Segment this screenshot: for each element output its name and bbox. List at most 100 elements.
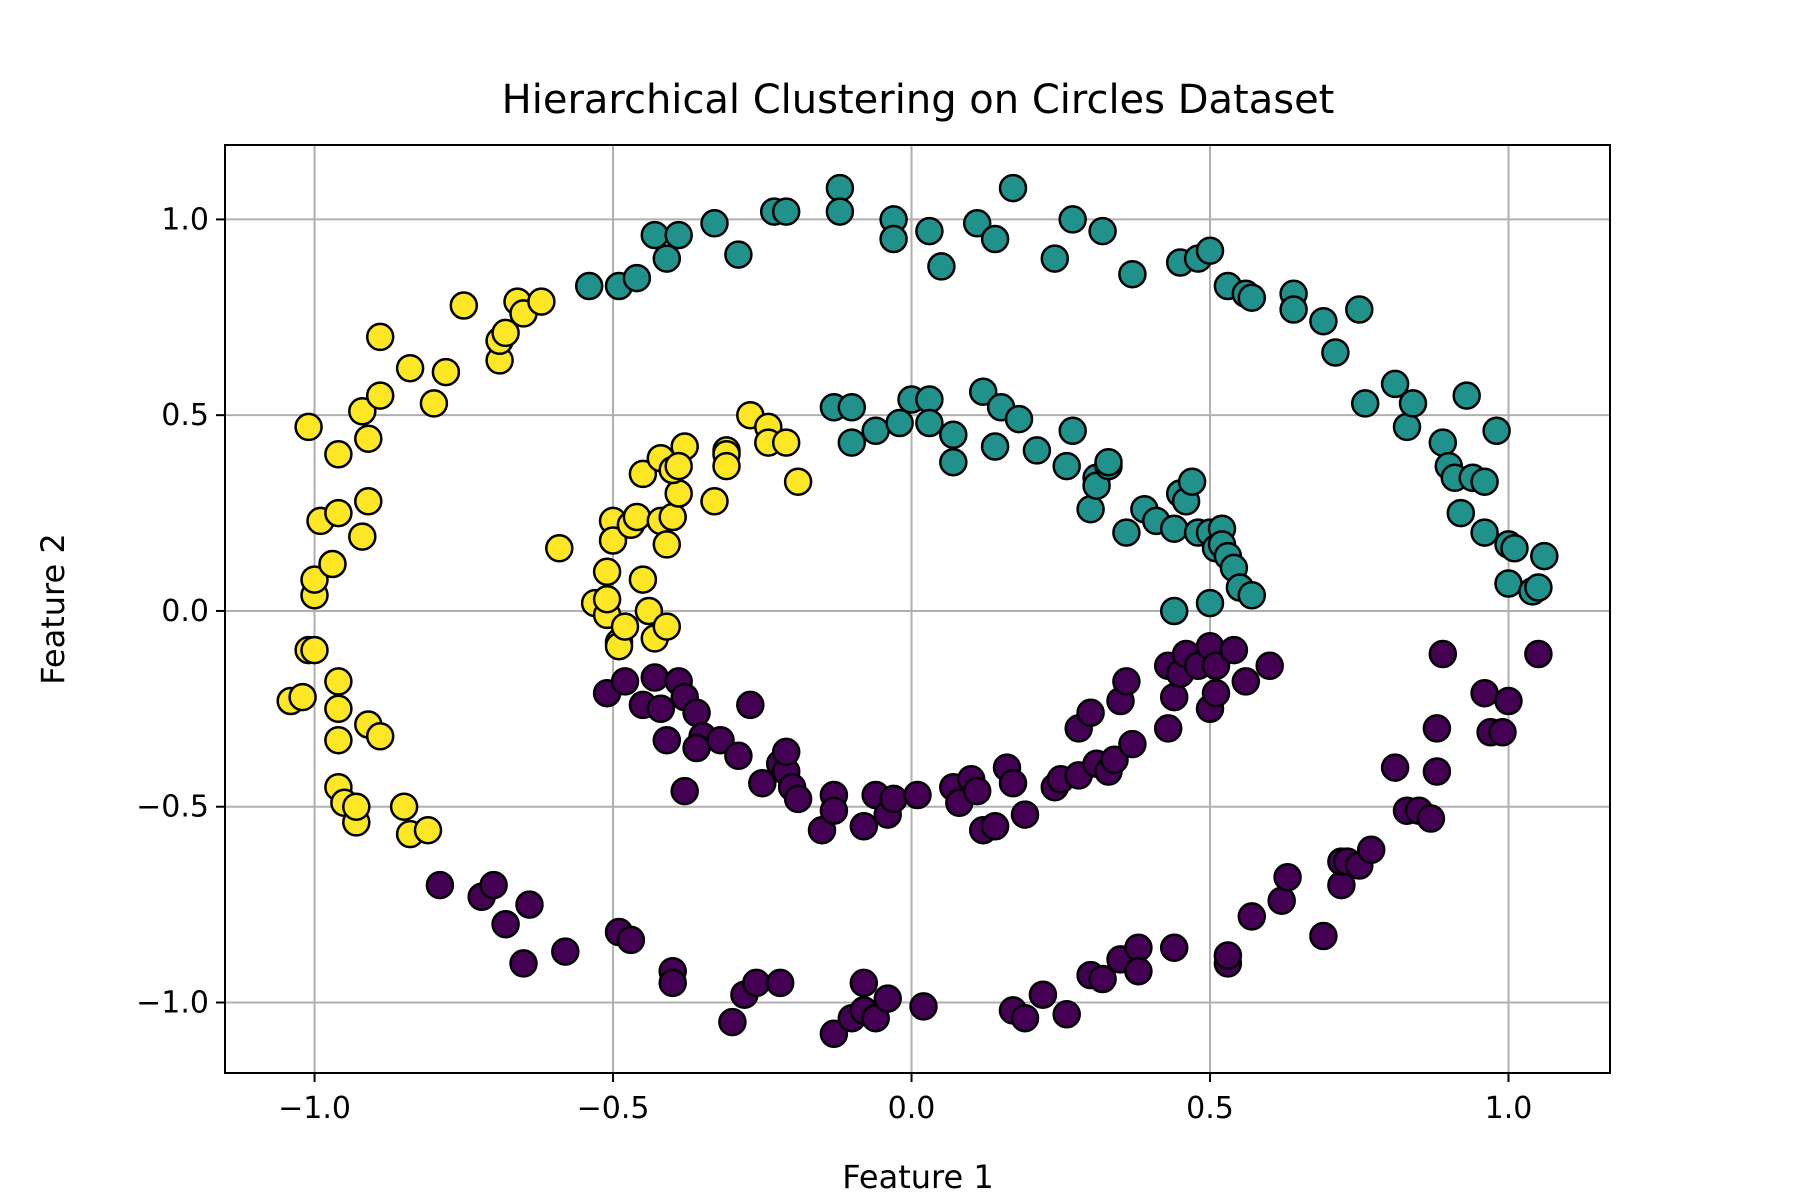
data-point-cluster-0 (718, 1007, 747, 1037)
data-point-cluster-0 (640, 663, 670, 692)
data-point-cluster-2 (365, 381, 395, 410)
data-point-cluster-0 (1153, 714, 1183, 743)
data-point-cluster-0 (1201, 678, 1231, 708)
data-point-cluster-0 (652, 725, 682, 755)
data-point-cluster-1 (1398, 389, 1428, 418)
data-point-cluster-1 (1195, 588, 1225, 618)
data-point-cluster-2 (354, 424, 383, 453)
data-point-cluster-0 (980, 812, 1010, 841)
data-point-cluster-2 (395, 353, 425, 383)
data-point-cluster-0 (682, 733, 711, 763)
data-point-cluster-1 (771, 197, 801, 226)
data-point-cluster-0 (1052, 1000, 1081, 1029)
y-tick-label: 0.5 (161, 398, 209, 433)
data-point-cluster-0 (909, 992, 938, 1021)
data-point-cluster-2 (318, 549, 347, 579)
data-point-cluster-1 (1058, 205, 1087, 234)
data-point-cluster-0 (425, 870, 455, 900)
data-point-cluster-0 (1124, 933, 1153, 962)
data-point-cluster-0 (1213, 941, 1243, 970)
data-point-cluster-0 (1273, 862, 1302, 892)
data-point-cluster-0 (1231, 667, 1261, 696)
data-point-cluster-1 (1279, 295, 1308, 324)
data-point-cluster-1 (652, 244, 682, 273)
data-point-cluster-1 (1159, 596, 1189, 626)
data-point-cluster-2 (700, 487, 729, 516)
data-point-cluster-1 (1237, 581, 1267, 610)
data-point-cluster-1 (1428, 428, 1458, 457)
data-point-cluster-1 (622, 263, 652, 293)
data-point-cluster-0 (783, 784, 813, 814)
data-point-cluster-0 (491, 909, 520, 939)
data-point-cluster-0 (1356, 835, 1386, 865)
data-point-cluster-0 (1237, 902, 1267, 931)
y-axis-label: Feature 2 (34, 533, 72, 684)
data-point-cluster-0 (748, 768, 777, 798)
data-point-cluster-0 (1470, 678, 1499, 708)
data-point-cluster-0 (658, 968, 687, 998)
data-point-cluster-2 (324, 725, 353, 755)
data-point-cluster-1 (1088, 216, 1117, 246)
data-point-cluster-0 (1422, 714, 1452, 743)
data-point-cluster-0 (1201, 651, 1231, 681)
data-point-cluster-0 (1112, 667, 1141, 696)
data-point-cluster-1 (1350, 389, 1380, 418)
data-point-cluster-2 (389, 792, 419, 821)
data-point-cluster-1 (1345, 295, 1374, 324)
data-point-cluster-2 (365, 722, 395, 751)
data-point-cluster-0 (1010, 800, 1040, 829)
data-point-cluster-1 (837, 393, 867, 422)
data-point-cluster-2 (365, 322, 395, 352)
data-point-cluster-0 (1416, 804, 1446, 833)
data-point-cluster-0 (1088, 964, 1117, 994)
data-point-cluster-2 (658, 502, 687, 532)
data-point-cluster-1 (879, 224, 908, 254)
data-point-cluster-0 (724, 741, 753, 771)
x-tick-label: 0.5 (1186, 1091, 1234, 1126)
data-point-cluster-0 (1428, 639, 1458, 669)
data-point-cluster-2 (598, 526, 628, 555)
x-tick-label: −0.5 (577, 1091, 650, 1126)
data-point-cluster-2 (294, 412, 323, 442)
data-point-cluster-1 (939, 420, 968, 450)
data-point-cluster-1 (1500, 534, 1529, 563)
data-point-cluster-2 (628, 565, 658, 594)
x-tick-label: 1.0 (1485, 1091, 1533, 1126)
data-point-cluster-1 (1530, 541, 1559, 571)
data-point-cluster-1 (962, 209, 992, 238)
data-point-cluster-0 (509, 949, 538, 978)
data-point-cluster-1 (861, 416, 890, 446)
data-point-cluster-2 (449, 291, 479, 320)
data-point-cluster-0 (819, 796, 849, 825)
data-point-cluster-0 (1076, 698, 1105, 728)
data-point-cluster-0 (1267, 886, 1296, 915)
data-point-cluster-0 (903, 780, 932, 810)
data-point-cluster-0 (1124, 956, 1153, 986)
data-point-cluster-1 (574, 271, 604, 301)
data-point-cluster-1 (664, 220, 693, 250)
data-point-cluster-1 (1058, 416, 1087, 446)
data-point-cluster-1 (968, 377, 998, 406)
data-point-cluster-1 (915, 408, 944, 438)
data-point-cluster-0 (1118, 729, 1147, 759)
data-point-cluster-0 (998, 768, 1028, 798)
data-point-cluster-1 (1309, 306, 1338, 336)
data-point-cluster-1 (1177, 467, 1207, 496)
data-point-cluster-1 (998, 173, 1028, 203)
data-point-cluster-2 (324, 498, 353, 528)
data-point-cluster-2 (712, 451, 741, 481)
data-point-cluster-1 (1482, 416, 1511, 446)
data-point-cluster-2 (664, 479, 693, 508)
data-point-cluster-1 (915, 216, 944, 246)
data-point-cluster-2 (324, 694, 353, 724)
y-tick-label: −0.5 (136, 790, 209, 825)
data-point-cluster-2 (545, 534, 574, 563)
data-point-cluster-0 (849, 968, 879, 998)
data-point-cluster-1 (837, 428, 867, 457)
data-point-cluster-0 (1219, 635, 1249, 665)
x-tick-label: 0.0 (888, 1091, 936, 1126)
y-tick-label: −1.0 (136, 986, 209, 1021)
data-point-cluster-0 (736, 690, 765, 720)
data-points (276, 173, 1559, 1049)
data-point-cluster-0 (819, 1019, 849, 1049)
